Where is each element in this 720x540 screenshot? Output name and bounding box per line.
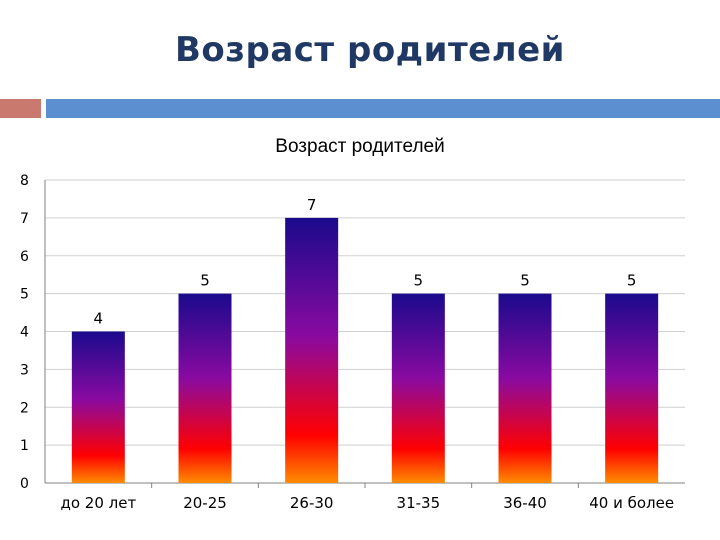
bar — [178, 293, 232, 483]
bars — [71, 217, 659, 483]
x-tick-label: 26-30 — [290, 494, 334, 512]
slide-title: Возраст родителей — [174, 30, 566, 70]
data-label: 5 — [627, 272, 637, 290]
x-tick-label: 31-35 — [397, 494, 441, 512]
bar — [71, 331, 125, 483]
x-tick-label: 36-40 — [503, 494, 547, 512]
data-label: 4 — [94, 310, 104, 328]
y-tick-label: 0 — [20, 476, 29, 492]
title-accent-bar-red — [0, 99, 41, 118]
title-accent-gap — [41, 99, 46, 118]
y-tick-label: 2 — [20, 400, 29, 416]
y-tick-label: 8 — [20, 173, 29, 189]
y-tick-label: 7 — [20, 211, 29, 227]
bar — [391, 293, 445, 483]
bar — [498, 293, 552, 483]
data-label: 5 — [414, 272, 424, 290]
y-tick-label: 3 — [20, 362, 29, 378]
y-tick-label: 4 — [20, 325, 29, 341]
bar — [605, 293, 659, 483]
x-tick-label: 20-25 — [183, 494, 227, 512]
x-tick-label: 40 и более — [589, 494, 674, 512]
title-accent-bar-blue — [46, 99, 720, 118]
data-label: 5 — [200, 272, 210, 290]
chart-title: Возраст родителей — [275, 136, 445, 157]
axes — [44, 180, 685, 488]
y-tick-label: 1 — [20, 438, 29, 454]
y-tick-label: 6 — [20, 249, 29, 265]
data-label: 7 — [307, 196, 317, 214]
x-tick-label: до 20 лет — [60, 494, 136, 512]
data-label: 5 — [520, 272, 530, 290]
gridlines — [45, 179, 685, 446]
labels: 0 1 2 3 4 5 6 7 8 4 до 20 лет 5 20-25 7 26-30 5 31-35 5 36… — [20, 173, 674, 512]
y-tick-label: 5 — [20, 287, 29, 303]
bar — [285, 217, 339, 483]
